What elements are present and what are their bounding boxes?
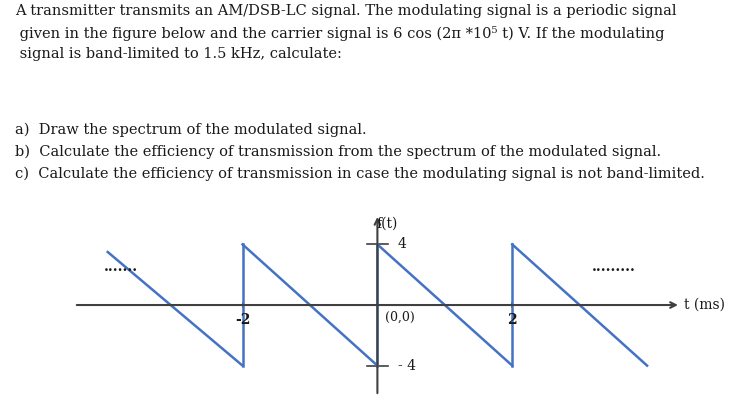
Text: (0,0): (0,0) xyxy=(386,311,415,324)
Text: 2: 2 xyxy=(508,313,517,326)
Text: -2: -2 xyxy=(235,313,250,326)
Text: a)  Draw the spectrum of the modulated signal.
b)  Calculate the efficiency of t: a) Draw the spectrum of the modulated si… xyxy=(15,122,704,181)
Text: - 4: - 4 xyxy=(397,359,416,372)
Text: .......: ....... xyxy=(104,260,138,274)
Text: t (ms): t (ms) xyxy=(684,298,725,312)
Text: f(t): f(t) xyxy=(377,217,398,231)
Text: 4: 4 xyxy=(397,238,406,251)
Text: A transmitter transmits an AM/DSB-LC signal. The modulating signal is a periodic: A transmitter transmits an AM/DSB-LC sig… xyxy=(15,4,676,61)
Text: .........: ......... xyxy=(591,260,636,274)
